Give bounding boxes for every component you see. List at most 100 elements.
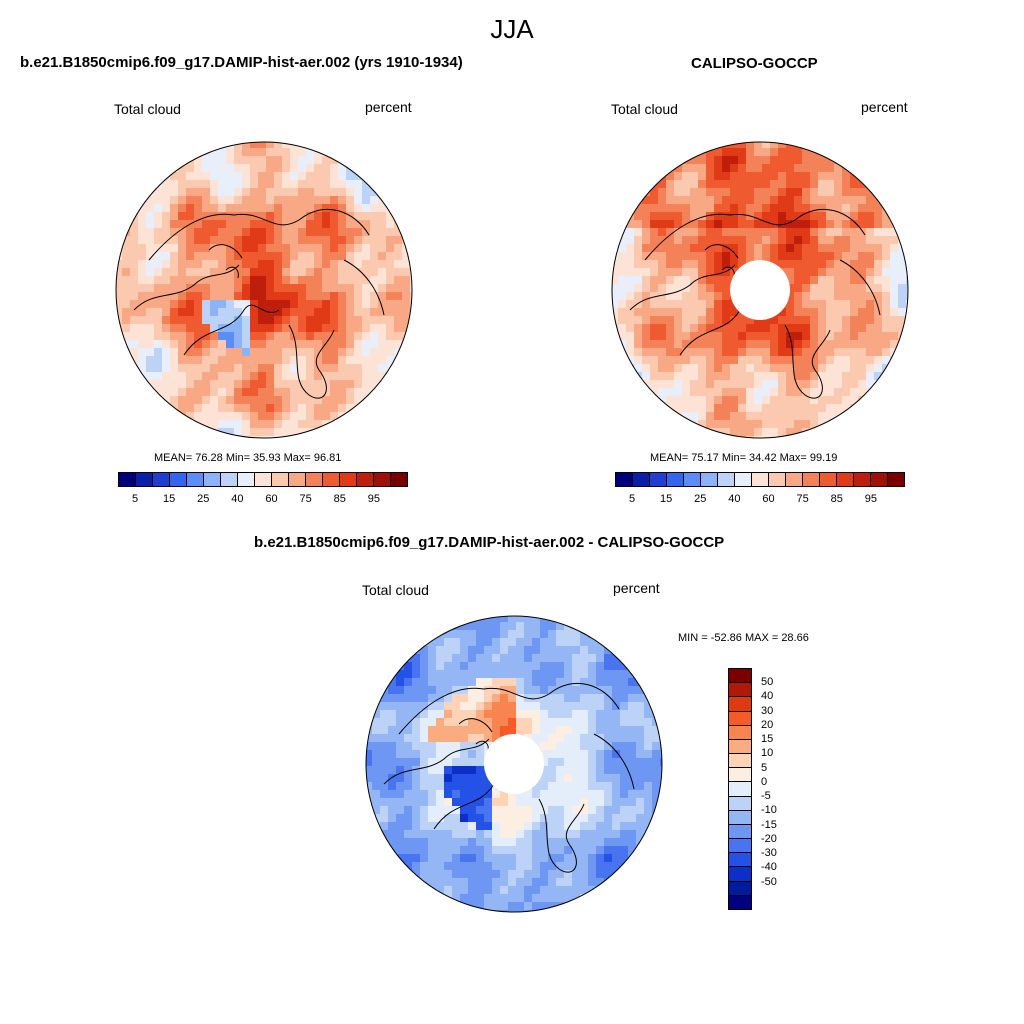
panel-2-colorbar-swatch xyxy=(870,473,887,486)
coastline xyxy=(629,264,736,311)
panel-3-colorbar-swatch xyxy=(729,696,751,711)
panel-3-colorbar-tick-label: 20 xyxy=(761,718,774,731)
panel-2-colorbar-swatch xyxy=(836,473,853,486)
panel-2-units-label: percent xyxy=(861,99,908,115)
panel-1-title: b.e21.B1850cmip6.f09_g17.DAMIP-hist-aer.… xyxy=(20,54,463,71)
coastline xyxy=(133,264,240,311)
panel-2-variable-label: Total cloud xyxy=(611,101,678,117)
panel-3-units-label: percent xyxy=(613,580,660,596)
panel-3-colorbar-tick-label: 10 xyxy=(761,747,774,760)
panel-3-colorbar-tick-label: -15 xyxy=(761,818,777,831)
panel-1-colorbar-swatch xyxy=(288,473,305,486)
panel-3-colorbar-swatch xyxy=(729,738,751,754)
panel-1-colorbar-swatch xyxy=(152,473,169,486)
panel-1-colorbar-swatch xyxy=(373,473,390,486)
map-border xyxy=(365,615,663,913)
panel-1-colorbar-swatch xyxy=(356,473,373,486)
panel-2-title: CALIPSO-GOCCP xyxy=(691,55,818,72)
panel-3-colorbar-swatch xyxy=(729,866,751,881)
panel-3-colorbar-tick-label: 15 xyxy=(761,733,774,746)
panel-1-units-label: percent xyxy=(365,99,412,115)
panel-3-colorbar-tick-label: 40 xyxy=(761,690,774,703)
panel-3-colorbar-swatch xyxy=(729,880,751,895)
panel-1-colorbar: 5 15 25 40 60 75 85 95 xyxy=(118,472,408,508)
panel-1-colorbar-tick-label: 75 xyxy=(299,493,312,505)
panel-2-colorbar-swatch xyxy=(734,473,751,486)
panel-1-colorbar-swatch xyxy=(237,473,254,486)
panel-1-colorbar-swatch xyxy=(119,473,135,486)
coastline xyxy=(644,208,866,261)
panel-3-colorbar-tick-label: 50 xyxy=(761,676,774,689)
panel-3-colorbar-swatch xyxy=(729,669,751,683)
panel-2-colorbar-tick-label: 75 xyxy=(796,493,809,505)
panel-2-stats: MEAN= 75.17 Min= 34.42 Max= 99.19 xyxy=(650,452,838,464)
panel-2-colorbar-swatch xyxy=(768,473,785,486)
panel-3-stats: MIN = -52.86 MAX = 28.66 xyxy=(678,632,809,644)
panel-2-colorbar-tick-label: 15 xyxy=(660,493,673,505)
panel-2-colorbar-swatch xyxy=(616,473,632,486)
panel-1-colorbar-swatch xyxy=(186,473,203,486)
panel-3-colorbar-tick-label: -10 xyxy=(761,804,777,817)
polar-data-gap xyxy=(484,734,544,794)
panel-3-colorbar-swatch xyxy=(729,767,751,782)
coastline xyxy=(538,798,585,873)
panel-2-colorbar-swatch xyxy=(683,473,700,486)
panel-3-colorbar-tick-label: -5 xyxy=(761,790,771,803)
panel-2-colorbar-tick-label: 5 xyxy=(628,493,636,505)
panel-1-colorbar-swatch xyxy=(169,473,186,486)
panel-2-colorbar-swatch xyxy=(700,473,717,486)
panel-2-colorbar-swatch xyxy=(785,473,802,486)
panel-2-colorbar-swatch xyxy=(717,473,734,486)
map-border xyxy=(115,141,413,439)
panel-2-colorbar-swatch xyxy=(887,473,904,486)
panel-3-title: b.e21.B1850cmip6.f09_g17.DAMIP-hist-aer.… xyxy=(254,534,725,551)
panel-1-colorbar-tick-label: 5 xyxy=(131,493,139,505)
panel-3-colorbar: 50 40 30 20 15 10 5 0 -5 -10 -15 -20 -30 -40 -50 xyxy=(728,668,798,912)
map-border xyxy=(611,141,909,439)
panel-3-colorbar-tick-label: 0 xyxy=(761,775,768,788)
coastline xyxy=(839,259,881,316)
panel-2-colorbar-tick-label: 60 xyxy=(762,493,775,505)
panel-3-colorbar-swatch xyxy=(729,753,751,768)
panel-3-colorbar-swatch xyxy=(729,724,751,739)
panel-2-polar-map xyxy=(611,141,909,439)
panel-3-colorbar-swatch xyxy=(729,894,751,909)
coastline xyxy=(148,208,370,261)
coastline xyxy=(208,244,243,279)
panel-1-stats: MEAN= 76.28 Min= 35.93 Max= 96.81 xyxy=(154,452,342,464)
panel-3-colorbar-swatch xyxy=(729,682,751,697)
figure-title: JJA xyxy=(490,14,534,44)
panel-2-colorbar-swatch xyxy=(751,473,768,486)
coastline xyxy=(343,259,385,316)
field-contours xyxy=(366,616,662,912)
panel-1-colorbar-tick-label: 15 xyxy=(163,493,176,505)
panel-1-colorbar-tick-label: 85 xyxy=(333,493,346,505)
panel-1-colorbar-tick-label: 40 xyxy=(231,493,244,505)
panel-1-colorbar-swatch xyxy=(339,473,356,486)
panel-3-colorbar-tick-label: -20 xyxy=(761,832,777,845)
panel-3-colorbar-tick-label: -30 xyxy=(761,847,777,860)
panel-3-colorbar-tick-label: -40 xyxy=(761,861,777,874)
coastline xyxy=(398,682,620,735)
panel-2-colorbar-swatch xyxy=(853,473,870,486)
panel-1-colorbar-swatch xyxy=(135,473,152,486)
panel-1-colorbar-swatch xyxy=(390,473,407,486)
polar-data-gap xyxy=(730,260,790,320)
coastline xyxy=(784,324,831,399)
panel-2-colorbar-swatch xyxy=(666,473,683,486)
panel-3-colorbar-swatch xyxy=(729,838,751,853)
panel-3-colorbar-swatch xyxy=(729,795,751,810)
coastline xyxy=(593,733,635,790)
panel-3-colorbar-swatch xyxy=(729,852,751,867)
coastline xyxy=(288,324,335,399)
panel-1-colorbar-swatch xyxy=(322,473,339,486)
panel-1-colorbar-swatch xyxy=(305,473,322,486)
panel-3-colorbar-swatch xyxy=(729,823,751,839)
panel-2-colorbar-tick-label: 40 xyxy=(728,493,741,505)
panel-3-colorbar-tick-label: -50 xyxy=(761,875,777,888)
panel-2-colorbar: 5 15 25 40 60 75 85 95 xyxy=(615,472,905,508)
panel-1-colorbar-swatch xyxy=(220,473,237,486)
panel-1-colorbar-tick-label: 60 xyxy=(265,493,278,505)
panel-1-polar-map xyxy=(115,141,413,439)
panel-1-colorbar-swatch xyxy=(254,473,271,486)
